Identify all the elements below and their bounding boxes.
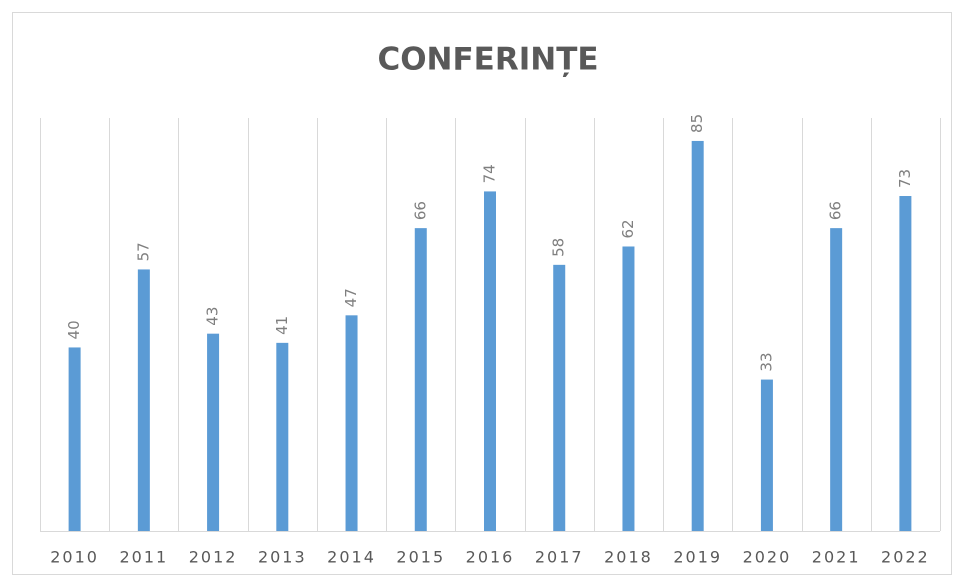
x-tick-label: 2014 <box>327 548 376 567</box>
data-label: 74 <box>481 164 499 183</box>
bar <box>622 246 635 531</box>
x-tick-label: 2015 <box>396 548 445 567</box>
x-tick-label: 2012 <box>189 548 238 567</box>
x-tick-label: 2020 <box>743 548 792 567</box>
x-tick-label: 2021 <box>812 548 861 567</box>
x-tick-label: 2017 <box>535 548 584 567</box>
data-label: 58 <box>550 238 568 257</box>
data-label: 33 <box>757 352 775 371</box>
x-tick-label: 2011 <box>119 548 168 567</box>
data-label: 57 <box>134 242 152 261</box>
chart-title: CONFERINȚE <box>377 42 598 78</box>
x-tick-label: 2016 <box>466 548 515 567</box>
bar <box>760 379 773 531</box>
x-tick-label: 2013 <box>258 548 307 567</box>
x-tick-label: 2022 <box>881 548 930 567</box>
bar <box>414 228 427 531</box>
bar <box>137 269 150 531</box>
chart-border <box>12 12 952 575</box>
bar <box>691 140 704 531</box>
data-label: 73 <box>896 169 914 188</box>
bar <box>68 347 81 531</box>
bar <box>207 333 220 531</box>
data-label: 66 <box>411 201 429 220</box>
bar <box>899 196 912 531</box>
bar <box>345 315 358 531</box>
data-label: 41 <box>273 316 291 335</box>
data-label: 85 <box>688 114 706 133</box>
x-tick-label: 2018 <box>604 548 653 567</box>
bar <box>276 342 289 531</box>
data-label: 62 <box>619 219 637 238</box>
bar <box>484 191 496 531</box>
data-label: 40 <box>65 320 83 339</box>
data-label: 47 <box>342 288 360 307</box>
x-tick-label: 2019 <box>673 548 722 567</box>
data-label: 66 <box>827 201 845 220</box>
bar <box>553 264 566 531</box>
bar <box>830 228 843 531</box>
x-tick-label: 2010 <box>50 548 99 567</box>
data-label: 43 <box>204 307 222 326</box>
